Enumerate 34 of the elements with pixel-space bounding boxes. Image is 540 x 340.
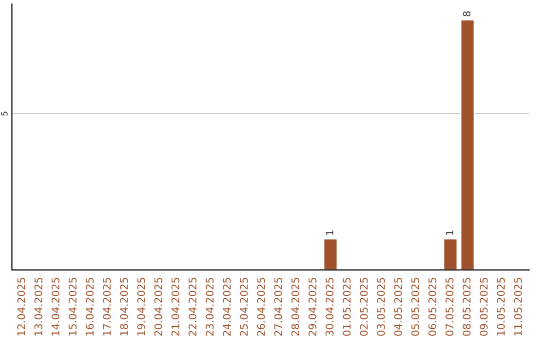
- x-tick-label: 04.05.2025: [394, 278, 402, 336]
- x-tick-label: 02.05.2025: [360, 278, 368, 336]
- x-tick-label: 27.04.2025: [274, 278, 282, 336]
- x-tick-label: 01.05.2025: [342, 278, 351, 336]
- y-tick-label: 5: [1, 112, 8, 116]
- x-tick-label: 28.04.2025: [291, 278, 300, 336]
- x-tick-label: 30.04.2025: [326, 278, 334, 336]
- x-tick-label: 10.05.2025: [496, 278, 505, 336]
- x-tick-label: 05.05.2025: [411, 278, 420, 336]
- x-tick-label: 14.04.2025: [52, 278, 60, 336]
- data-label: 1: [446, 230, 454, 235]
- x-tick-label: 18.04.2025: [120, 278, 128, 336]
- x-tick-label: 12.04.2025: [17, 278, 26, 336]
- x-tick-label: 13.04.2025: [34, 278, 42, 336]
- x-tick-label: 22.04.2025: [188, 278, 196, 336]
- x-tick-label: 09.05.2025: [480, 278, 488, 336]
- x-tick-label: 03.05.2025: [377, 278, 385, 336]
- x-tick-label: 17.04.2025: [102, 278, 111, 336]
- x-tick-label: 15.04.2025: [68, 278, 77, 336]
- x-tick-label: 06.05.2025: [428, 278, 436, 336]
- x-tick-label: 21.04.2025: [171, 278, 180, 336]
- x-tick-label: 23.04.2025: [206, 278, 214, 336]
- x-tick-label: 08.05.2025: [462, 278, 471, 336]
- x-tick-label: 29.04.2025: [308, 278, 316, 336]
- x-tick-label: 26.04.2025: [257, 278, 265, 336]
- x-tick-label: 07.05.2025: [446, 278, 454, 336]
- x-tick-label: 20.04.2025: [154, 278, 162, 336]
- x-tick-label: 16.04.2025: [86, 278, 94, 336]
- x-tick-label: 25.04.2025: [240, 278, 248, 336]
- x-tick-label: 11.05.2025: [514, 278, 522, 336]
- data-label: 8: [463, 11, 470, 16]
- x-tick-label: 24.04.2025: [222, 278, 231, 336]
- data-label: 1: [326, 230, 334, 235]
- x-tick-label: 19.04.2025: [137, 278, 146, 336]
